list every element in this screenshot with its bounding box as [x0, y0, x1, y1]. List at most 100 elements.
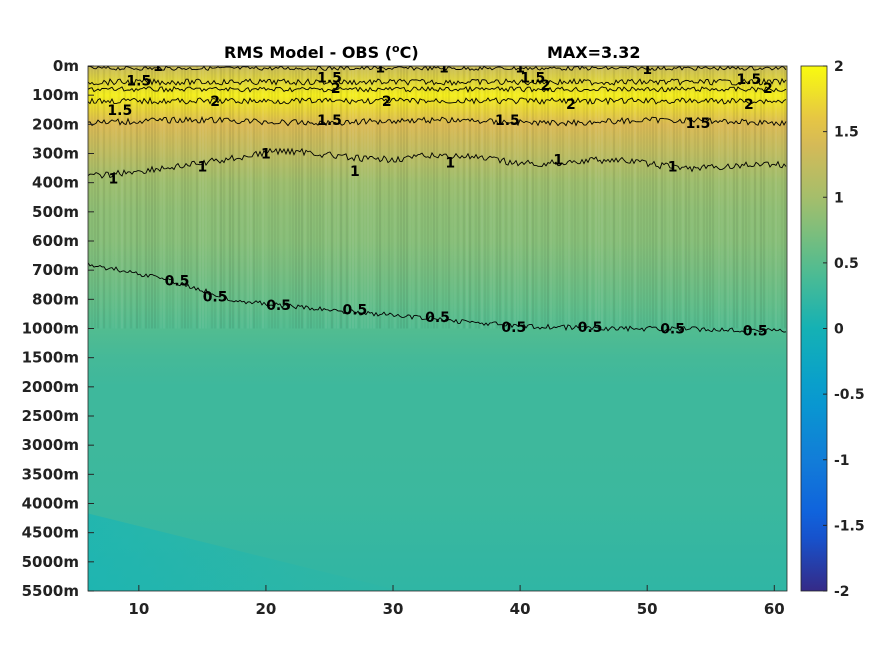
texture-stripe — [184, 66, 186, 329]
texture-stripe — [313, 66, 315, 329]
texture-stripe — [280, 66, 282, 329]
texture-stripe — [766, 66, 768, 329]
colorbar-tick-label: -0.5 — [834, 387, 865, 403]
texture-stripe — [502, 66, 504, 329]
texture-stripe — [226, 66, 228, 329]
texture-stripe — [217, 66, 219, 329]
texture-stripe — [697, 66, 699, 329]
texture-stripe — [637, 66, 639, 329]
y-tick-label: 1500m — [22, 349, 79, 367]
texture-stripe — [415, 66, 417, 329]
texture-stripe — [397, 66, 399, 329]
texture-stripe — [628, 66, 630, 329]
contour-lines — [88, 66, 787, 333]
y-tick-label: 500m — [32, 203, 79, 221]
texture-stripe — [259, 66, 261, 329]
texture-stripe — [481, 66, 483, 329]
texture-stripe — [673, 66, 675, 329]
texture-stripe — [451, 66, 453, 329]
x-tick-label: 50 — [637, 600, 658, 618]
texture-stripe — [157, 66, 159, 329]
x-tick-label: 10 — [128, 600, 149, 618]
texture-stripe — [430, 66, 432, 329]
texture-stripe — [703, 66, 705, 329]
texture-stripe — [709, 66, 711, 329]
texture-stripe — [523, 66, 525, 329]
y-tick-label: 600m — [32, 232, 79, 250]
texture-stripe — [268, 66, 270, 329]
texture-stripe — [454, 66, 456, 329]
contour-label: 0.5 — [342, 303, 367, 319]
texture-stripe — [403, 66, 405, 329]
texture-stripe — [394, 66, 396, 329]
texture-stripe — [745, 66, 747, 329]
texture-stripe — [133, 66, 135, 329]
texture-stripe — [343, 66, 345, 329]
texture-stripe — [181, 66, 183, 329]
texture-stripe — [337, 66, 339, 329]
texture-stripe — [655, 66, 657, 329]
texture-stripe — [505, 66, 507, 329]
texture-stripe — [424, 66, 426, 329]
texture-stripe — [400, 66, 402, 329]
texture-stripe — [478, 66, 480, 329]
texture-stripe — [100, 66, 102, 329]
texture-stripe — [364, 66, 366, 329]
texture-stripe — [232, 66, 234, 329]
texture-stripe — [202, 66, 204, 329]
contour-label: 1 — [515, 61, 525, 77]
texture-stripe — [631, 66, 633, 329]
texture-stripe — [691, 66, 693, 329]
contour-label: 2 — [566, 97, 576, 113]
texture-stripe — [409, 66, 411, 329]
texture-stripe — [739, 66, 741, 329]
contour-label: 1 — [642, 62, 652, 78]
texture-stripe — [253, 66, 255, 329]
contour-label: 2 — [541, 78, 551, 94]
texture-stripe — [427, 66, 429, 329]
texture-stripe — [532, 66, 534, 329]
texture-stripe — [640, 66, 642, 329]
texture-stripe — [604, 66, 606, 329]
texture-stripe — [472, 66, 474, 329]
texture-stripe — [679, 66, 681, 329]
texture-stripe — [235, 66, 237, 329]
texture-stripe — [733, 66, 735, 329]
texture-stripe — [688, 66, 690, 329]
texture-stripe — [646, 66, 648, 329]
texture-stripe — [277, 66, 279, 329]
texture-stripe — [205, 66, 207, 329]
contour-label: 1.5 — [317, 113, 342, 129]
texture-stripe — [244, 66, 246, 329]
y-tick-label: 200m — [32, 115, 79, 133]
y-tick-label: 2500m — [22, 407, 79, 425]
texture-stripe — [685, 66, 687, 329]
contour-label: 0.5 — [266, 298, 291, 314]
contour-label: 1 — [261, 147, 271, 163]
texture-stripe — [487, 66, 489, 329]
texture-stripe — [499, 66, 501, 329]
colorbar-ticks: 2 1.5 1 0.5 0 -0.5 -1 -1.5 -2 — [823, 59, 865, 600]
texture-stripe — [349, 66, 351, 329]
texture-stripe — [238, 66, 240, 329]
contour-0.5 — [88, 262, 787, 333]
texture-stripe — [373, 66, 375, 329]
y-tick-label: 3500m — [22, 465, 79, 483]
contour-1.5-upper — [88, 77, 787, 86]
contour-label: 0.5 — [425, 310, 450, 326]
texture-stripe — [442, 66, 444, 329]
texture-stripe — [475, 66, 477, 329]
texture-stripe — [124, 66, 126, 329]
y-tick-label: 2000m — [22, 378, 79, 396]
contour-label: 0.5 — [203, 289, 228, 305]
texture-stripe — [616, 66, 618, 329]
texture-stripe — [541, 66, 543, 329]
texture-stripe — [544, 66, 546, 329]
contour-label: 1.5 — [107, 103, 132, 119]
contour-label: 0.5 — [501, 320, 526, 336]
texture-stripe — [469, 66, 471, 329]
texture-stripe — [142, 66, 144, 329]
texture-stripe — [88, 66, 90, 329]
texture-stripe — [295, 66, 297, 329]
texture-stripe — [781, 66, 783, 329]
